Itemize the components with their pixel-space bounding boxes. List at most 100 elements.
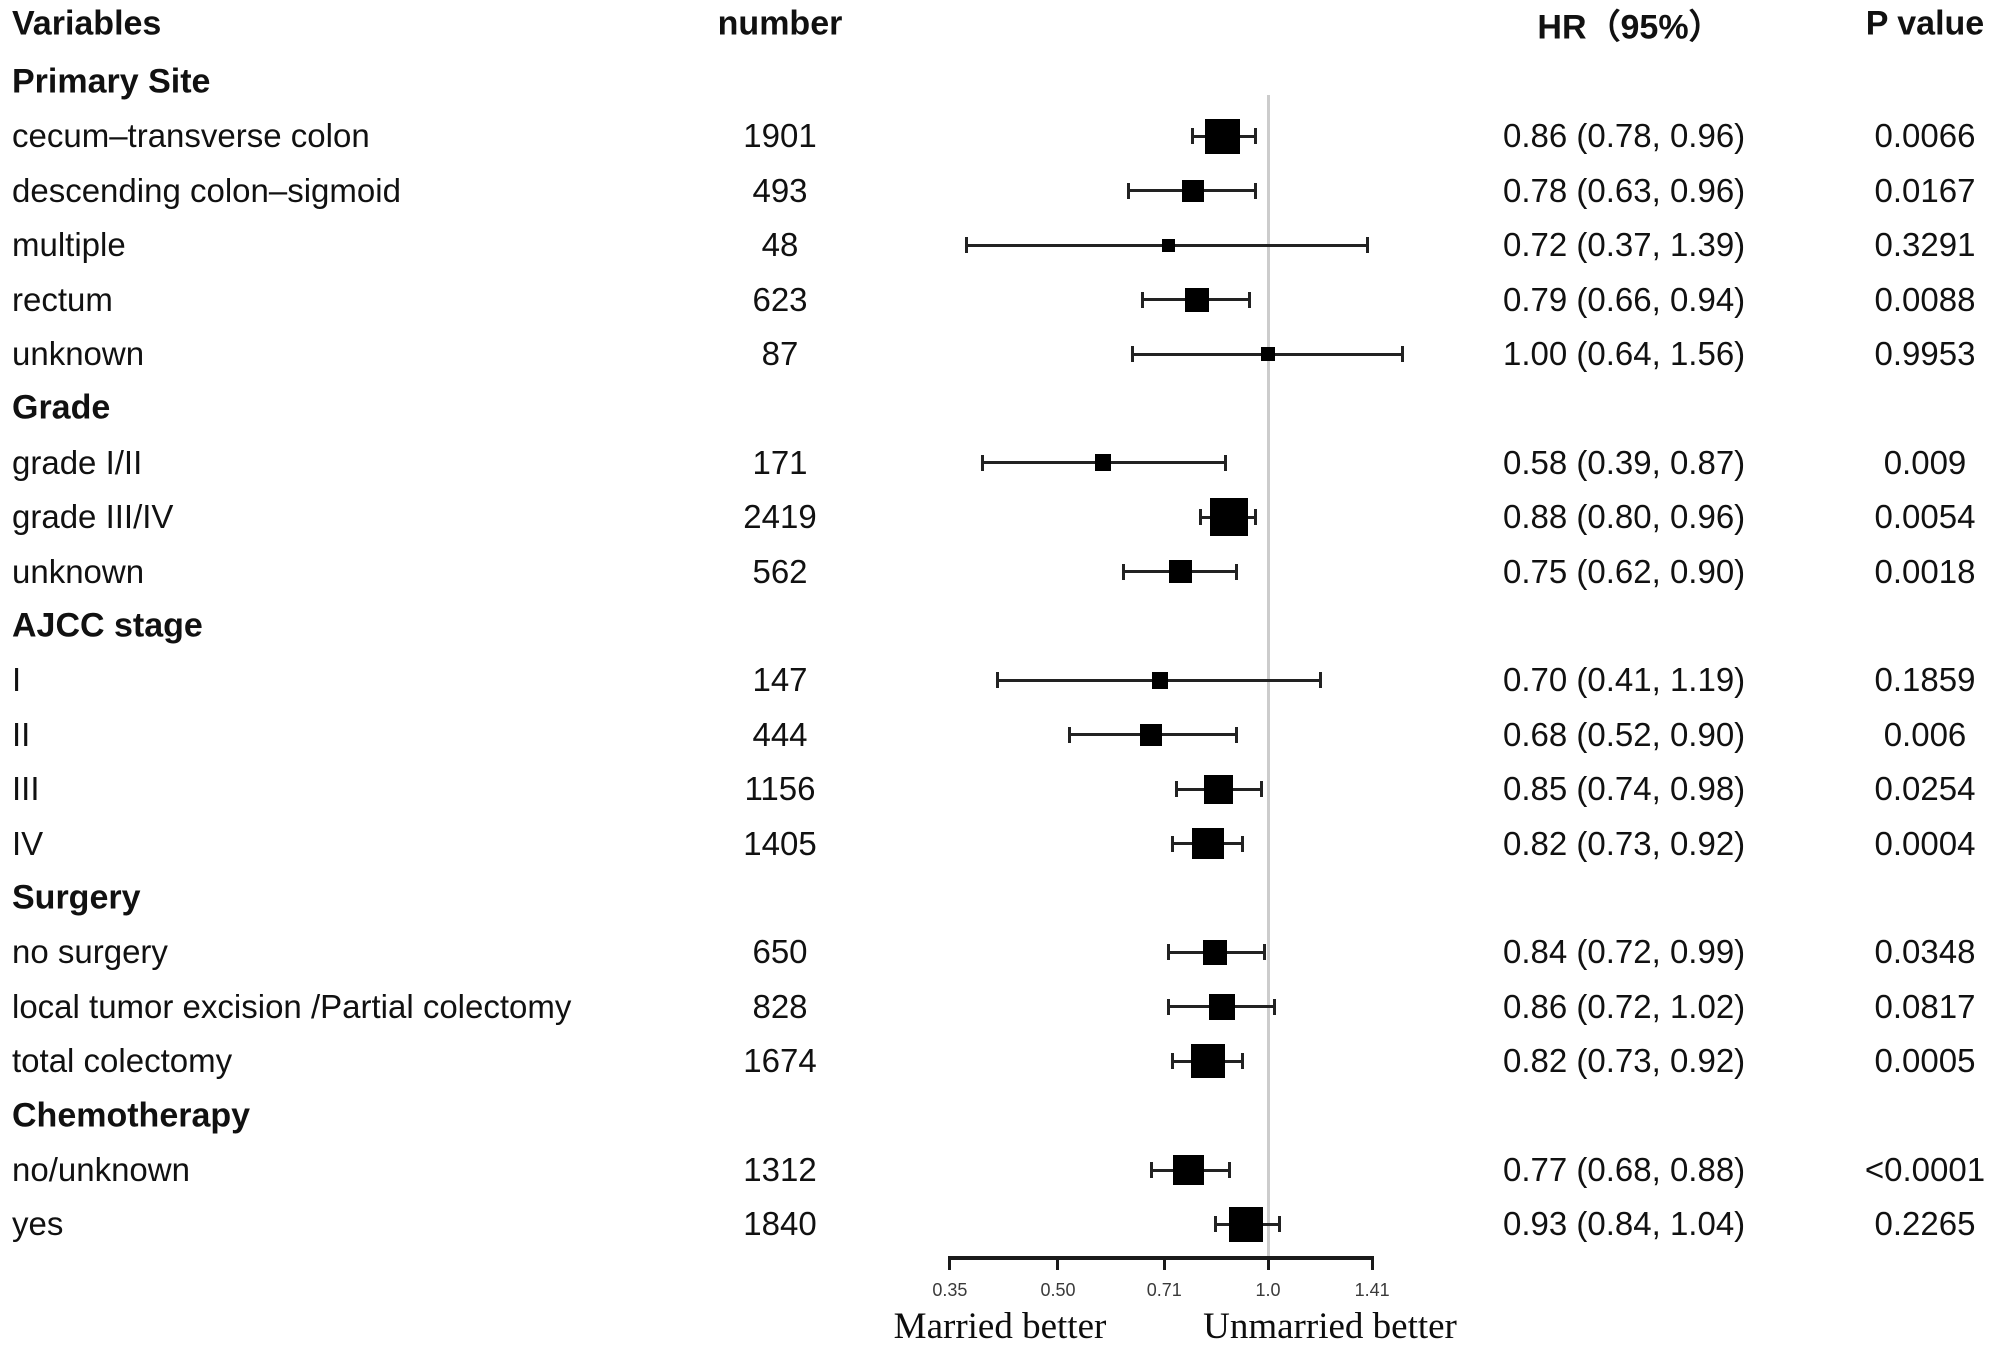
hr-point-marker — [1209, 993, 1236, 1020]
ci-cap-right — [1241, 835, 1245, 852]
axis-label-married-better: Married better — [893, 1306, 1107, 1347]
section-label: Grade — [12, 388, 111, 427]
hr-point-marker — [1094, 454, 1112, 472]
ci-cap-left — [981, 454, 985, 471]
variable-label: no/unknown — [12, 1151, 190, 1188]
variable-label: II — [12, 715, 31, 753]
number-cell: 48 — [761, 226, 799, 264]
number-cell: 171 — [752, 443, 808, 481]
variable-label: IV — [12, 824, 44, 862]
p-value-cell: 0.0088 — [1874, 280, 1976, 318]
ci-cap-left — [1166, 944, 1170, 961]
hr-point-marker — [1260, 346, 1276, 362]
ci-cap-right — [1254, 128, 1258, 145]
number-cell: 562 — [752, 552, 808, 590]
ci-cap-left — [1171, 1053, 1175, 1070]
hr-point-marker — [1203, 940, 1228, 965]
number-cell: 1840 — [743, 1205, 817, 1243]
variable-label: III — [12, 770, 40, 808]
ci-cap-right — [1401, 346, 1405, 362]
number-cell: 828 — [752, 987, 808, 1025]
number-cell: 1312 — [743, 1151, 817, 1188]
p-value-cell: 0.3291 — [1874, 226, 1976, 264]
axis-tick-label: 1.0 — [1255, 1280, 1281, 1300]
hr-point-marker — [1173, 1154, 1205, 1186]
p-value-cell: 0.006 — [1883, 715, 1967, 753]
ci-cap-right — [1234, 726, 1238, 743]
hr-point-marker — [1184, 287, 1209, 312]
p-value-cell: <0.0001 — [1864, 1151, 1986, 1188]
hr-point-marker — [1204, 774, 1234, 804]
hr-ci-cell: 0.86 (0.78, 0.96) — [1503, 117, 1746, 155]
hr-ci-cell: 0.58 (0.39, 0.87) — [1503, 443, 1746, 481]
column-header-number: number — [717, 4, 843, 43]
p-value-cell: 0.0054 — [1874, 498, 1976, 536]
hr-ci-cell: 0.70 (0.41, 1.19) — [1503, 661, 1746, 699]
ci-cap-left — [1068, 726, 1072, 743]
ci-cap-left — [1126, 182, 1130, 199]
hr-point-marker — [1204, 118, 1240, 154]
ci-cap-left — [1191, 128, 1195, 145]
variable-label: cecum–transverse colon — [12, 117, 370, 155]
p-value-cell: 0.0817 — [1874, 987, 1976, 1025]
section-label: AJCC stage — [12, 606, 203, 645]
hr-point-marker — [1192, 827, 1224, 860]
number-cell: 623 — [752, 280, 808, 318]
hr-point-marker — [1228, 1207, 1264, 1242]
hr-point-marker — [1181, 179, 1204, 202]
axis-tick-label: 0.50 — [1040, 1280, 1076, 1300]
ci-cap-left — [1149, 1162, 1153, 1178]
ci-cap-right — [1278, 1216, 1282, 1233]
hr-ci-cell: 0.93 (0.84, 1.04) — [1503, 1205, 1746, 1243]
ci-cap-right — [1234, 563, 1238, 580]
p-value-cell: 0.0167 — [1874, 171, 1976, 209]
ci-cap-right — [1254, 182, 1258, 199]
hr-ci-cell: 0.68 (0.52, 0.90) — [1503, 715, 1746, 753]
ci-cap-left — [965, 237, 969, 254]
hr-point-marker — [1151, 672, 1169, 689]
axis-tick-label: 1.41 — [1354, 1280, 1390, 1300]
variable-label: unknown — [12, 552, 145, 590]
number-cell: 444 — [752, 715, 808, 753]
section-label: Primary Site — [12, 62, 211, 101]
ci-cap-right — [1247, 291, 1251, 308]
column-header-variables: Variables — [12, 4, 162, 43]
hr-ci-cell: 0.86 (0.72, 1.02) — [1503, 987, 1746, 1025]
hr-ci-cell: 0.88 (0.80, 0.96) — [1503, 498, 1746, 536]
hr-point-marker — [1161, 238, 1176, 252]
ci-cap-right — [1241, 1053, 1245, 1070]
hr-point-marker — [1169, 559, 1193, 584]
ci-cap-left — [1140, 291, 1144, 308]
variable-label: descending colon–sigmoid — [12, 171, 401, 209]
variable-label: I — [12, 661, 22, 699]
number-cell: 87 — [761, 335, 799, 372]
axis-tick — [1266, 1256, 1270, 1270]
p-value-cell: 0.9953 — [1874, 335, 1976, 372]
p-value-cell: 0.0005 — [1874, 1042, 1976, 1080]
hr-ci-cell: 1.00 (0.64, 1.56) — [1503, 335, 1746, 372]
ci-cap-right — [1366, 237, 1370, 254]
p-value-cell: 0.1859 — [1874, 661, 1976, 699]
axis-tick-label: 0.71 — [1146, 1280, 1182, 1300]
section-label: Surgery — [12, 878, 141, 917]
variable-label: rectum — [12, 280, 113, 318]
p-value-cell: 0.0018 — [1874, 552, 1976, 590]
hr-ci-cell: 0.77 (0.68, 0.88) — [1503, 1151, 1746, 1188]
hr-ci-cell: 0.75 (0.62, 0.90) — [1503, 552, 1746, 590]
number-cell: 1156 — [744, 770, 816, 808]
variable-label: total colectomy — [12, 1042, 233, 1080]
hr-ci-cell: 0.82 (0.73, 0.92) — [1503, 1042, 1746, 1080]
ci-cap-right — [1263, 944, 1267, 961]
ci-cap-right — [1272, 998, 1276, 1015]
ci-cap-left — [1171, 835, 1175, 852]
ci-cap-left — [1198, 509, 1202, 526]
axis-tick — [948, 1256, 952, 1270]
ci-cap-left — [1131, 346, 1135, 362]
hr-point-marker — [1140, 723, 1162, 746]
p-value-cell: 0.2265 — [1874, 1205, 1976, 1243]
section-label: Chemotherapy — [12, 1096, 251, 1135]
ci-cap-right — [1319, 672, 1323, 689]
column-header-hr-95: HR（95%） — [1537, 8, 1723, 47]
p-value-cell: 0.0066 — [1874, 117, 1976, 155]
